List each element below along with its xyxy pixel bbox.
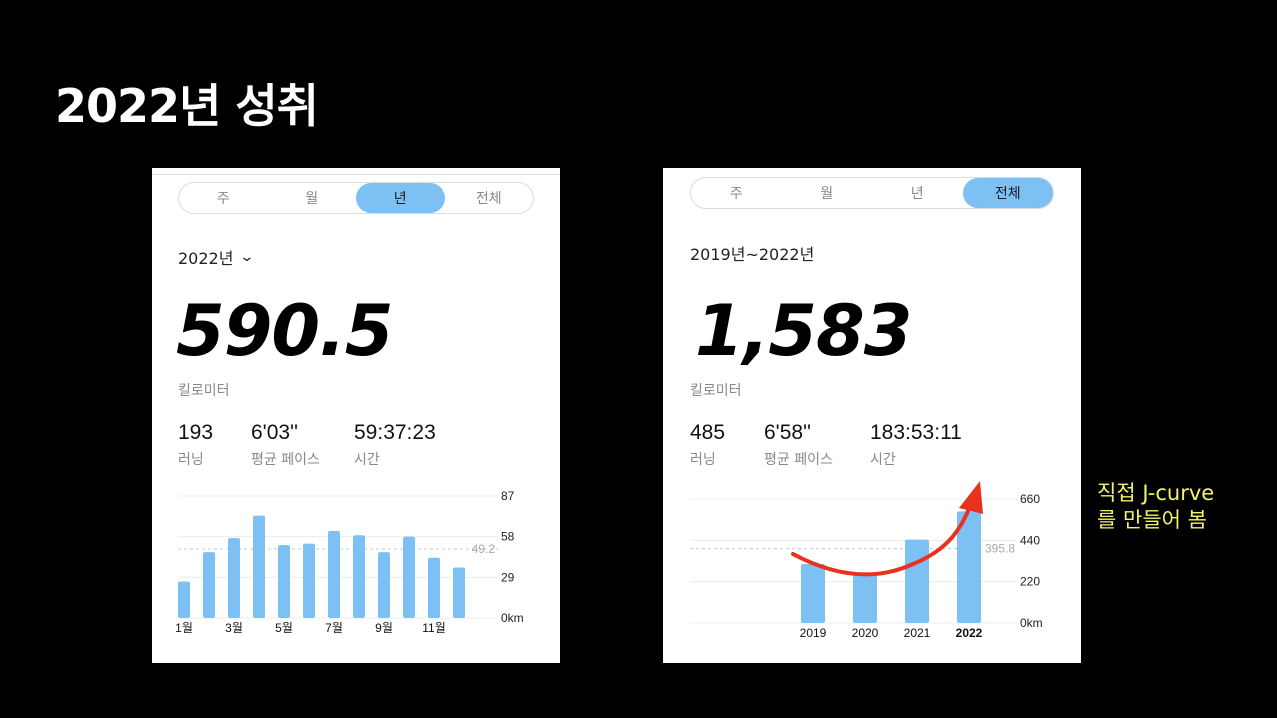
monthly-distance-chart: 0km 29 58 87 49.2 1월 3월 5월 7월 9월 11월 (175, 489, 524, 635)
bar (328, 531, 340, 618)
tab-all[interactable]: 전체 (962, 178, 1053, 208)
bar (957, 511, 981, 623)
pace-stat: 6'03'' 평균 페이스 (251, 421, 320, 469)
x-tick-label: 2021 (904, 626, 931, 640)
runs-stat: 485 러닝 (690, 421, 725, 469)
j-curve-arrow (791, 496, 975, 577)
average-label: 395.8 (985, 542, 1015, 556)
bar (378, 552, 390, 618)
x-tick-label: 3월 (225, 621, 243, 635)
bar (278, 545, 290, 618)
distance-unit: 킬로미터 (178, 383, 230, 399)
bar (801, 563, 825, 623)
runs-value: 485 (690, 421, 726, 444)
bar (253, 515, 265, 618)
year-selector-label: 2022년 (178, 249, 234, 268)
chevron-down-icon: ⌄ (239, 249, 255, 265)
pace-label: 평균 페이스 (764, 452, 833, 468)
runs-stat: 193 러닝 (178, 421, 213, 469)
x-tick-label: 2019 (800, 626, 827, 640)
y-tick-label: 660 (1020, 492, 1040, 506)
period-segmented-control: 주 월 년 전체 (178, 182, 534, 214)
y-tick-label: 87 (501, 489, 515, 503)
x-tick-label: 9월 (375, 621, 393, 635)
j-curve-annotation: 직접 J-curve 를 만들어 봄 (1097, 480, 1214, 534)
y-tick-label: 0km (501, 611, 524, 625)
runs-value: 193 (178, 421, 214, 444)
tab-month[interactable]: 월 (305, 191, 319, 207)
bar (453, 567, 465, 618)
x-tick-label: 7월 (325, 621, 343, 635)
bar (353, 535, 365, 618)
time-label: 시간 (354, 452, 380, 468)
bar (853, 573, 877, 623)
time-label: 시간 (870, 452, 896, 468)
pace-label: 평균 페이스 (251, 452, 320, 468)
y-tick-label: 0km (1020, 616, 1043, 630)
y-tick-label: 440 (1020, 533, 1040, 547)
tab-year[interactable]: 년 (356, 183, 445, 213)
distance-unit: 킬로미터 (690, 383, 742, 399)
bar (428, 557, 440, 618)
annotation-line-1: 직접 J-curve (1097, 481, 1215, 505)
arrow-head-icon (959, 481, 983, 514)
bar (203, 552, 215, 618)
bar (905, 539, 929, 623)
x-tick-label: 2020 (852, 626, 879, 640)
pace-value: 6'58'' (764, 421, 812, 444)
annotation-line-2: 를 만들어 봄 (1097, 508, 1207, 532)
slide-title: 2022년 성취 (55, 79, 319, 133)
pace-stat: 6'58'' 평균 페이스 (764, 421, 833, 469)
total-distance: 1,583 (695, 290, 912, 372)
period-range-label: 2019년~2022년 (690, 245, 815, 264)
total-distance: 590.5 (176, 290, 393, 372)
bar (403, 536, 415, 618)
all-time-stats-card: 주 월 년 전체 2019년~2022년 1,583 킬로미터 485 러닝 6… (663, 168, 1081, 663)
average-label: 49.2 (472, 542, 496, 556)
period-segmented-control: 주 월 년 전체 (690, 177, 1054, 209)
bar (178, 581, 190, 618)
tab-month[interactable]: 월 (820, 186, 834, 202)
time-value: 59:37:23 (354, 421, 436, 444)
x-tick-label: 2022 (956, 626, 983, 640)
y-tick-label: 29 (501, 570, 515, 584)
period-range: 2019년~2022년 (690, 241, 814, 265)
x-tick-label: 11월 (422, 621, 446, 635)
tab-all[interactable]: 전체 (475, 191, 502, 207)
time-stat: 183:53:11 시간 (870, 421, 962, 469)
tab-week[interactable]: 주 (216, 191, 230, 207)
runs-label: 러닝 (178, 452, 204, 468)
time-value: 183:53:11 (870, 421, 962, 444)
year-selector[interactable]: 2022년 ⌄ (178, 245, 255, 269)
tab-year[interactable]: 년 (910, 186, 924, 202)
time-stat: 59:37:23 시간 (354, 421, 436, 469)
y-tick-label: 220 (1020, 575, 1040, 589)
x-tick-label: 1월 (175, 621, 193, 635)
x-tick-label: 5월 (275, 621, 293, 635)
bar (228, 538, 240, 618)
runs-label: 러닝 (690, 452, 716, 468)
y-tick-label: 58 (501, 530, 515, 544)
tab-week[interactable]: 주 (729, 186, 743, 202)
yearly-stats-card: 주 월 년 전체 2022년 ⌄ 590.5 킬로미터 193 러닝 6'03'… (152, 168, 560, 663)
bar (303, 543, 315, 618)
yearly-distance-chart: 0km 220 440 660 395.8 2019 2020 2021 2022 (690, 481, 1043, 640)
pace-value: 6'03'' (251, 421, 299, 444)
